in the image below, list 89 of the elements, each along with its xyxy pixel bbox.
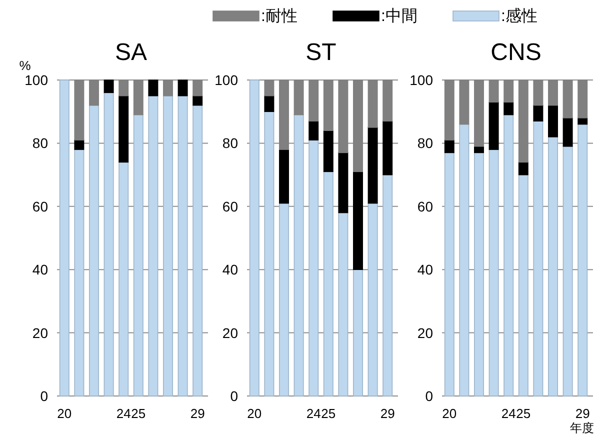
x-tick-label: 20 bbox=[442, 406, 457, 421]
chart-title: SA bbox=[114, 39, 148, 66]
y-tick-label: 60 bbox=[32, 198, 48, 214]
bar bbox=[148, 80, 158, 96]
bar bbox=[578, 124, 588, 396]
bar bbox=[294, 114, 304, 396]
bar bbox=[279, 149, 289, 204]
bar bbox=[118, 162, 129, 396]
bar bbox=[368, 202, 378, 396]
bar bbox=[308, 140, 319, 396]
y-tick-label: 60 bbox=[222, 198, 238, 214]
legend-label: :耐性 bbox=[261, 8, 298, 25]
bar bbox=[562, 146, 573, 396]
bar bbox=[323, 171, 334, 396]
bar bbox=[148, 95, 158, 396]
x-tick-label: 20 bbox=[57, 406, 72, 421]
y-tick-label: 100 bbox=[24, 72, 48, 88]
x-tick-label: 20 bbox=[247, 406, 262, 421]
y-tick-label: 100 bbox=[214, 72, 238, 88]
legend-label: :感性 bbox=[501, 7, 538, 25]
bar bbox=[548, 136, 558, 396]
y-tick-label: 100 bbox=[410, 72, 434, 88]
bar bbox=[488, 149, 499, 396]
y-axis-title: % bbox=[19, 58, 32, 73]
bar bbox=[133, 114, 144, 396]
bar bbox=[338, 152, 348, 214]
chart-title: ST bbox=[306, 39, 337, 66]
x-tick-label: 29 bbox=[190, 406, 205, 421]
y-tick-label: 40 bbox=[417, 262, 434, 278]
bar bbox=[163, 95, 173, 396]
y-tick-label: 0 bbox=[40, 388, 48, 404]
bar bbox=[518, 162, 528, 176]
bar bbox=[104, 80, 114, 94]
bar bbox=[59, 80, 70, 396]
y-tick-label: 0 bbox=[425, 388, 434, 404]
y-tick-label: 20 bbox=[32, 324, 48, 341]
y-tick-label: 80 bbox=[32, 135, 48, 152]
y-tick-label: 60 bbox=[417, 198, 434, 214]
bar bbox=[338, 212, 348, 396]
bar bbox=[548, 104, 558, 138]
y-tick-label: 40 bbox=[222, 262, 238, 278]
legend-label: :中間 bbox=[381, 7, 418, 25]
x-tick-label: 25 bbox=[321, 406, 336, 421]
bar bbox=[504, 114, 514, 396]
bar bbox=[323, 130, 334, 172]
y-tick-label: 0 bbox=[230, 388, 238, 404]
x-tick-label: 29 bbox=[380, 406, 395, 421]
bar bbox=[264, 95, 274, 112]
bar bbox=[533, 120, 544, 396]
y-tick-label: 20 bbox=[222, 324, 238, 341]
bar bbox=[353, 171, 363, 270]
bar bbox=[249, 80, 260, 396]
bar bbox=[89, 104, 99, 396]
x-tick-label: 25 bbox=[516, 406, 531, 421]
bar bbox=[474, 152, 484, 396]
chart-title: CNS bbox=[490, 39, 542, 66]
x-tick-label: 25 bbox=[131, 406, 146, 421]
bar bbox=[74, 149, 84, 396]
y-tick-label: 80 bbox=[222, 135, 238, 152]
bar bbox=[74, 140, 84, 150]
bar bbox=[444, 152, 454, 396]
bar bbox=[444, 140, 454, 154]
y-tick-label: 80 bbox=[417, 135, 434, 152]
bar bbox=[104, 92, 114, 396]
bar bbox=[518, 174, 528, 396]
bar bbox=[192, 104, 203, 396]
bar bbox=[368, 127, 378, 204]
y-tick-label: 40 bbox=[32, 262, 48, 278]
x-axis-title: 年度 bbox=[570, 421, 594, 434]
bar bbox=[118, 95, 129, 163]
x-tick-label: 24 bbox=[306, 406, 321, 421]
x-tick-label: 29 bbox=[575, 406, 590, 421]
bar bbox=[504, 102, 514, 116]
bar bbox=[178, 80, 188, 96]
bar bbox=[488, 102, 499, 150]
bar bbox=[192, 95, 203, 106]
bar bbox=[459, 124, 470, 396]
bar bbox=[279, 202, 289, 396]
y-tick-label: 20 bbox=[417, 324, 434, 341]
bar bbox=[264, 111, 274, 396]
x-tick-label: 24 bbox=[501, 406, 516, 421]
bar bbox=[562, 118, 573, 147]
x-tick-label: 24 bbox=[116, 406, 131, 421]
bar bbox=[382, 174, 393, 396]
bar bbox=[382, 120, 393, 176]
bar bbox=[353, 269, 363, 396]
bar bbox=[533, 104, 544, 122]
bar bbox=[308, 120, 319, 140]
bar bbox=[178, 95, 188, 396]
